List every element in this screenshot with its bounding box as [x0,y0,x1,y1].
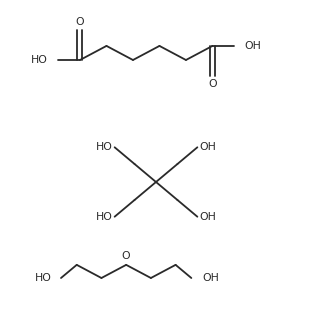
Text: HO: HO [96,142,113,152]
Text: OH: OH [202,273,219,283]
Text: O: O [122,251,131,261]
Text: O: O [76,17,84,27]
Text: HO: HO [31,55,48,65]
Text: OH: OH [199,142,216,152]
Text: OH: OH [244,41,261,51]
Text: OH: OH [199,212,216,222]
Text: HO: HO [96,212,113,222]
Text: HO: HO [35,273,52,283]
Text: O: O [208,79,217,89]
